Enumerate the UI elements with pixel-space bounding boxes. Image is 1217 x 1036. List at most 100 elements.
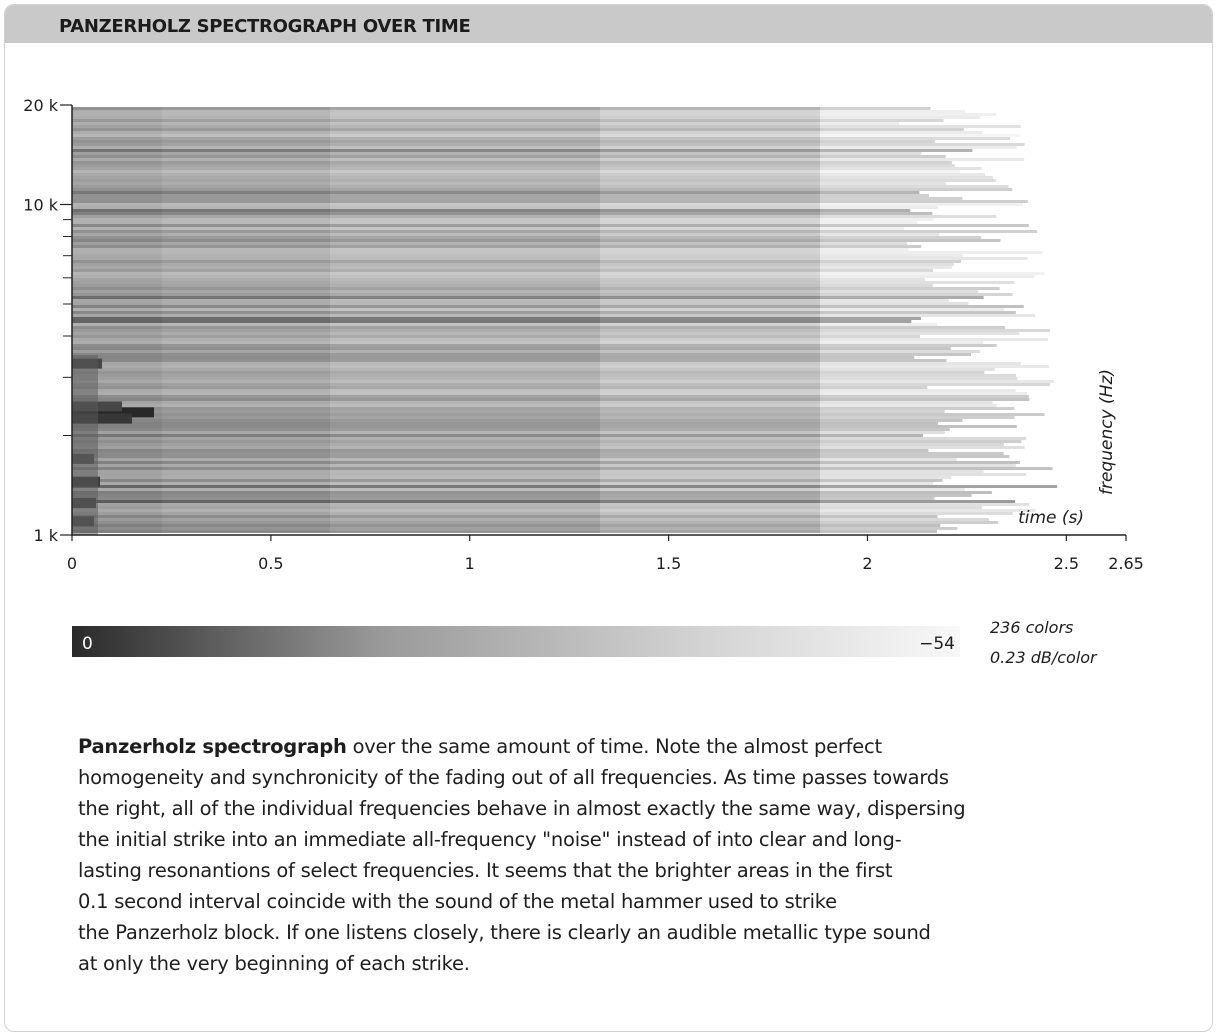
heatmap-cell [330,407,600,410]
heatmap-cell [162,452,330,455]
heatmap-cell [162,356,330,359]
heatmap-cell [72,341,162,344]
heatmap-cell [820,530,938,533]
heatmap-cell [330,488,600,491]
heatmap-cell [72,356,162,359]
heatmap-cell [820,236,982,239]
heatmap-cell [820,194,929,197]
heatmap-cell [72,248,162,251]
heatmap-cell [330,278,600,281]
heatmap-cell [162,251,330,254]
heatmap-cell [820,392,1027,395]
heatmap-cell [820,302,969,305]
heatmap-cell [162,500,330,503]
heatmap-cell [330,299,600,302]
heatmap-cell [330,224,600,227]
heatmap-cell [600,113,820,116]
heatmap-cell [330,242,600,245]
heatmap-cell [820,323,938,326]
heatmap-cell [820,182,947,185]
heatmap-cell [72,278,162,281]
heatmap-cell [330,260,600,263]
heatmap-cell [330,119,600,122]
heatmap-cell [820,380,1054,383]
heatmap-cell [600,161,820,164]
heatmap-cell [162,386,330,389]
heatmap-cell [330,482,600,485]
heatmap-cell [72,332,162,335]
heatmap-cell [600,524,820,527]
heatmap-cell [162,440,330,443]
heatmap-cell [162,458,330,461]
heatmap-cell [820,485,1058,488]
heatmap-cell [820,122,899,125]
heatmap-cell [820,152,922,155]
heatmap-cell [330,212,600,215]
heatmap-cell [600,365,820,368]
heatmap-cell [72,143,162,146]
heatmap-cell [600,449,820,452]
heatmap-cell [600,338,820,341]
heatmap-cell [330,245,600,248]
heatmap-cell [820,401,993,404]
heatmap-cell [600,422,820,425]
heatmap-cell [72,188,162,191]
heatmap-cell [162,530,330,533]
heatmap-cell [600,359,820,362]
heatmap-cell [72,164,162,167]
heatmap-cell [72,203,162,206]
heatmap-cell [72,197,162,200]
heatmap-cell [600,323,820,326]
caption-line: at only the very beginning of each strik… [78,952,470,975]
heatmap-cell [330,275,600,278]
heatmap-cell [162,332,330,335]
heatmap-cell [330,344,600,347]
heatmap-cell [330,251,600,254]
heatmap-cell [162,281,330,284]
heatmap-cell [72,350,162,353]
heatmap-cell [820,305,1024,308]
heatmap-cell [72,290,162,293]
heatmap-cell [820,209,911,212]
heatmap-cell [600,143,820,146]
heatmap-cell [162,425,330,428]
heatmap-cell [72,233,162,236]
heatmap-cell [72,242,162,245]
heatmap-cell [600,257,820,260]
heatmap-cell [330,473,600,476]
x-tick-label: 1 [465,554,475,573]
heatmap-cell [162,266,330,269]
heatmap-cell [330,182,600,185]
heatmap-cell [72,362,162,365]
colorbar-resolution-label: 0.23 dB/color [990,648,1098,667]
heatmap-cell [600,110,820,113]
heatmap-cell [162,365,330,368]
heatmap-cell [162,443,330,446]
heatmap-cell [600,134,820,137]
heatmap-cell [72,308,162,311]
heatmap-cell [162,134,330,137]
heatmap-cell [162,263,330,266]
heatmap-cell [72,497,162,500]
heatmap-cell [820,386,928,389]
heatmap-cell [330,305,600,308]
heatmap-cell [72,437,162,440]
spectrograph-chart: 0 0.5 1 1.5 2 2.5 2.65 20 k 10 k 1 k time (s) fre… [23,96,1144,667]
heatmap-cell [72,239,162,242]
heatmap-cell [72,470,162,473]
heatmap-cell [820,449,929,452]
heatmap-cell [72,296,162,299]
heatmap-cell [600,185,820,188]
heatmap-cell [162,233,330,236]
heatmap-cell [820,419,963,422]
figure-caption: Panzerholz spectrograph over the same am… [78,731,1178,979]
heatmap-cell [162,185,330,188]
heatmap-cell [162,434,330,437]
heatmap-cell [600,155,820,158]
heatmap-cell [330,476,600,479]
heatmap-cell [72,509,162,512]
heatmap-cell [820,320,912,323]
heatmap-cell [600,158,820,161]
heatmap-cell [820,413,1045,416]
heatmap-cell [72,107,162,110]
